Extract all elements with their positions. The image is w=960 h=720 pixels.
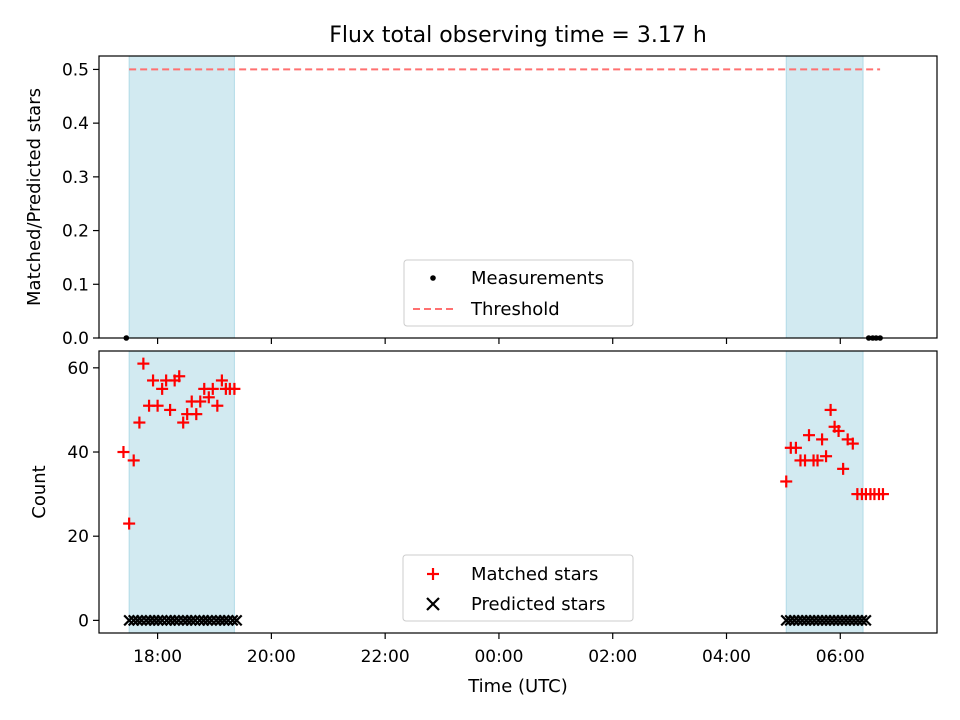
bottom-axes-frame <box>98 350 938 634</box>
bottom-x-ticks: 18:00 20:00 22:00 00:00 02:00 04:00 06:00 <box>133 633 865 667</box>
matched-star-point <box>206 382 219 395</box>
top-y-axis-label: Matched/Predicted stars <box>24 88 45 306</box>
top-y-ticks: 0.0 0.1 0.2 0.3 0.4 0.5 <box>62 60 99 349</box>
matched-star-point <box>137 357 150 370</box>
bottom-legend-box <box>402 554 634 622</box>
bottom-y-tick-label: 40 <box>67 443 89 463</box>
top-legend-box <box>403 259 634 327</box>
matched-star-point <box>190 408 203 421</box>
top-x-ticks <box>156 338 841 344</box>
bottom-x-tick-label: 02:00 <box>588 647 637 667</box>
matched-star-point <box>156 382 169 395</box>
bottom-y-ticks: 0 20 40 60 <box>67 359 99 631</box>
matched-star-point <box>876 488 889 501</box>
legend-matched-marker <box>427 568 439 580</box>
predicted-stars-points <box>123 614 872 627</box>
predicted-star-point <box>226 614 239 627</box>
matched-star-point <box>117 446 130 459</box>
predicted-star-point <box>205 614 218 627</box>
predicted-star-point <box>172 614 185 627</box>
predicted-star-point <box>218 614 230 627</box>
predicted-star-point <box>201 614 214 627</box>
matched-star-point <box>123 517 136 530</box>
top-axes: 0.0 0.1 0.2 0.3 0.4 0.5 Matched/Predicted sta… <box>24 55 938 349</box>
top-shade-interval-1 <box>785 55 864 339</box>
matched-star-point <box>832 424 845 437</box>
top-y-tick-label: 0.5 <box>62 60 89 80</box>
bottom-x-tick-label: 00:00 <box>474 647 523 667</box>
predicted-star-point <box>185 614 197 627</box>
matched-star-point <box>820 450 833 463</box>
bottom-axes: 0 20 40 60 18:00 20:00 22:00 00:00 02:00 04:00 06… <box>29 350 938 697</box>
matched-star-point <box>133 416 146 429</box>
chart-title: Flux total observing time = 3.17 h <box>329 23 707 48</box>
predicted-star-point <box>856 614 868 627</box>
matched-star-point <box>177 416 190 429</box>
matched-star-point <box>837 462 850 475</box>
bottom-x-tick-label: 06:00 <box>816 647 865 667</box>
top-y-tick-label: 0.3 <box>62 168 89 188</box>
bottom-x-tick-label: 18:00 <box>133 647 182 667</box>
legend-matched-label: Matched stars <box>471 564 598 585</box>
bottom-legend: Matched stars Predicted stars <box>402 554 634 622</box>
matched-star-point <box>194 395 207 408</box>
predicted-star-point <box>189 614 201 627</box>
matched-star-point <box>811 454 824 467</box>
matched-star-point <box>780 475 793 488</box>
bottom-y-axis-label: Count <box>29 465 50 518</box>
predicted-star-point <box>230 614 243 627</box>
matched-stars-points <box>117 357 889 530</box>
predicted-star-point <box>131 614 144 627</box>
legend-measurements-label: Measurements <box>471 268 604 289</box>
top-legend: Measurements Threshold <box>403 259 634 327</box>
legend-predicted-marker <box>426 597 440 611</box>
bottom-x-tick-label: 04:00 <box>702 647 751 667</box>
top-axes-frame <box>98 55 938 339</box>
predicted-star-point <box>860 614 872 627</box>
matched-star-point <box>802 429 815 442</box>
legend-threshold-label: Threshold <box>470 299 560 320</box>
matched-star-point <box>215 374 228 387</box>
bottom-y-tick-label: 60 <box>67 359 89 379</box>
matched-star-point <box>151 399 164 412</box>
bottom-y-tick-label: 20 <box>67 527 89 547</box>
bottom-x-tick-label: 22:00 <box>361 647 410 667</box>
bottom-x-axis-label: Time (UTC) <box>467 676 568 697</box>
top-shade-interval-0 <box>128 55 235 339</box>
matched-star-point <box>228 382 241 395</box>
predicted-star-point <box>135 614 148 627</box>
predicted-star-point <box>168 614 181 627</box>
matched-star-point <box>846 437 859 450</box>
legend-predicted-label: Predicted stars <box>471 594 605 615</box>
top-y-tick-label: 0.2 <box>62 222 89 242</box>
matched-star-point <box>147 374 160 387</box>
top-y-tick-label: 0.4 <box>62 114 89 134</box>
bottom-shaded-intervals <box>128 350 864 634</box>
bottom-y-tick-label: 0 <box>78 611 89 631</box>
legend-measurements-marker <box>430 275 436 281</box>
top-y-tick-label: 0.1 <box>62 275 89 295</box>
predicted-star-point <box>123 614 135 627</box>
matched-star-point <box>164 403 177 416</box>
predicted-star-point <box>156 614 168 627</box>
bottom-shade-interval-0 <box>128 350 235 634</box>
bottom-shade-interval-1 <box>785 350 864 634</box>
matched-star-point <box>211 399 224 412</box>
matched-star-point <box>816 433 829 446</box>
matched-star-point <box>789 441 802 454</box>
predicted-star-point <box>152 614 164 627</box>
matched-star-point <box>173 370 186 383</box>
matched-star-point <box>202 391 215 404</box>
matched-star-point <box>127 454 140 467</box>
top-y-tick-label: 0.0 <box>62 329 89 349</box>
matched-star-point <box>824 403 837 416</box>
predicted-star-point <box>222 614 234 627</box>
bottom-x-tick-label: 20:00 <box>247 647 296 667</box>
